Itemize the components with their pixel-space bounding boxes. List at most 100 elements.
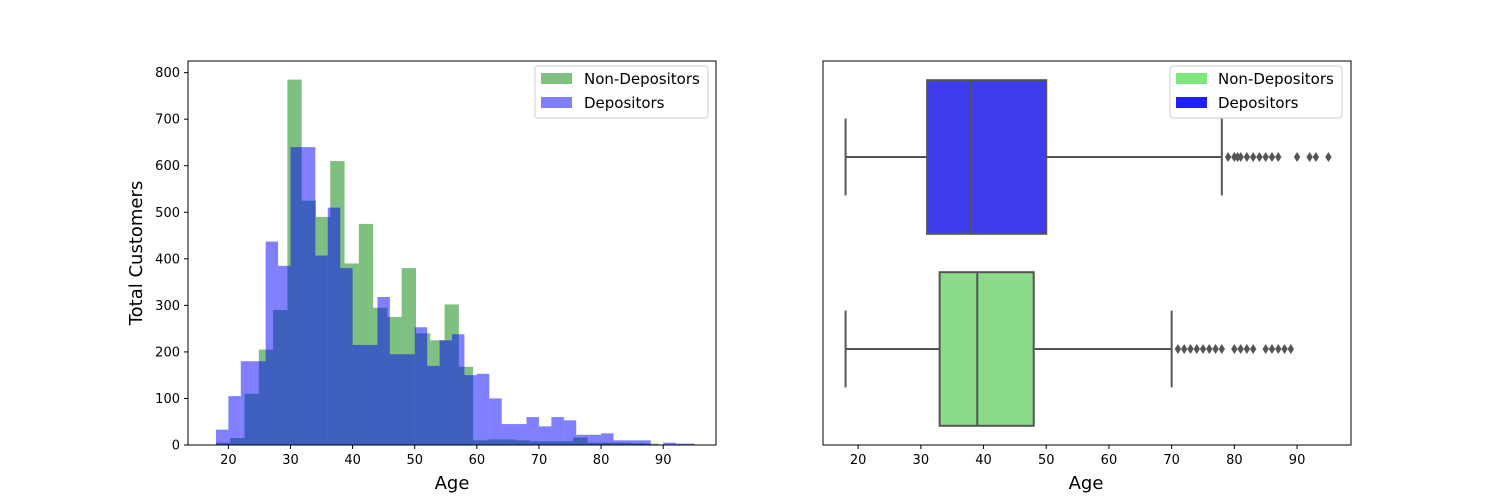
boxplot-legend-box — [1169, 65, 1343, 119]
boxplot-x-tick-label: 20 — [850, 453, 867, 468]
outlier-marker-non-depositors — [1193, 344, 1200, 354]
boxplot-axes-frame — [822, 60, 1352, 446]
histogram-x-tick-label: 40 — [344, 453, 361, 468]
histogram-axes-frame — [187, 60, 717, 446]
histogram-bar-depositors — [452, 334, 465, 445]
histogram-bar-depositors — [501, 424, 515, 445]
outlier-marker-non-depositors — [1187, 344, 1194, 354]
outlier-marker-non-depositors — [1262, 344, 1269, 354]
outlier-marker-non-depositors — [1206, 344, 1213, 354]
histogram-y-tick-label: 100 — [155, 392, 180, 407]
histogram-y-tick-label: 800 — [155, 66, 180, 81]
outlier-marker-depositors — [1224, 152, 1232, 162]
histogram-bar-depositors — [551, 417, 564, 445]
histogram-bar-depositors — [663, 442, 676, 445]
histogram-bar-depositors — [253, 361, 266, 445]
histogram-bar-depositors — [402, 354, 415, 445]
legend-label-non-depositors: Non-Depositors — [584, 70, 700, 88]
outlier-marker-non-depositors — [1231, 344, 1238, 354]
outlier-marker-depositors — [1243, 152, 1251, 162]
histogram-bar-depositors — [302, 147, 316, 446]
histogram-y-ticks: 0 100 200 300 400 500 600 700 800 — [155, 66, 188, 454]
outlier-marker-depositors — [1256, 152, 1263, 162]
histogram-bar-depositors — [352, 344, 366, 445]
outlier-marker-depositors — [1268, 152, 1276, 162]
legend-swatch-non-depositors — [1176, 73, 1207, 84]
outlier-marker-non-depositors — [1243, 344, 1251, 354]
outlier-marker-non-depositors — [1275, 344, 1282, 354]
histogram-bar-depositors — [278, 265, 291, 445]
histogram-bar-depositors — [215, 429, 229, 445]
histogram-x-tick-label: 80 — [593, 453, 610, 468]
histogram-y-tick-label: 600 — [155, 159, 180, 174]
histogram-bar-depositors — [389, 354, 403, 445]
outlier-marker-non-depositors — [1249, 344, 1257, 354]
histogram-y-tick-label: 500 — [155, 206, 180, 221]
histogram-bar-depositors — [675, 443, 689, 445]
outlier-marker-depositors — [1262, 152, 1269, 162]
histogram-x-tick-label: 30 — [282, 453, 299, 468]
histogram-bar-depositors — [588, 434, 602, 445]
histogram-x-tick-label: 50 — [406, 453, 423, 468]
histogram-y-tick-label: 0 — [172, 439, 180, 454]
histogram-y-tick-label: 300 — [155, 299, 180, 314]
histogram-x-tick-label: 60 — [469, 453, 486, 468]
legend-label-non-depositors: Non-Depositors — [1218, 70, 1334, 88]
histogram-bar-depositors — [625, 440, 639, 445]
outlier-marker-depositors — [1237, 152, 1244, 162]
outlier-marker-non-depositors — [1212, 344, 1219, 354]
legend-label-depositors: Depositors — [584, 94, 665, 112]
histogram-bar-depositors — [601, 433, 614, 445]
legend-label-depositors: Depositors — [1218, 94, 1299, 112]
boxplot-x-tick-label: 40 — [975, 453, 992, 468]
histogram-bar-depositors — [265, 241, 279, 445]
outlier-marker-non-depositors — [1281, 344, 1288, 354]
boxplot-x-tick-label: 90 — [1289, 453, 1306, 468]
histogram-bar-depositors — [414, 327, 428, 445]
histogram-bar-depositors — [377, 296, 390, 445]
outlier-marker-non-depositors — [1287, 344, 1295, 354]
histogram-x-ticks: 20 30 40 50 60 70 80 90 — [220, 445, 671, 468]
boxplot-x-axis-label: Age — [1069, 473, 1104, 494]
boxplot-legend: Non-Depositors Depositors — [1169, 65, 1343, 119]
histogram-bar-depositors — [340, 268, 353, 445]
boxplot-x-tick-label: 30 — [913, 453, 930, 468]
histogram-bar-depositors — [476, 373, 490, 445]
histogram-bar-non-depositors — [644, 443, 659, 445]
boxplot-marks — [844, 79, 1332, 427]
outlier-marker-depositors — [1293, 152, 1301, 162]
histogram-y-tick-label: 700 — [155, 113, 180, 128]
histogram-legend-box — [534, 65, 709, 119]
outlier-marker-non-depositors — [1199, 344, 1207, 354]
legend-swatch-depositors — [541, 97, 572, 108]
histogram-bar-depositors — [638, 440, 651, 445]
histogram-bar-depositors — [464, 375, 477, 445]
histogram-x-tick-label: 20 — [220, 453, 237, 468]
histogram-x-axis-label: Age — [435, 473, 470, 494]
histogram-bar-depositors — [514, 424, 527, 445]
box-depositors — [926, 79, 1048, 235]
histogram-bar-depositors — [290, 147, 303, 446]
histogram-bar-depositors — [327, 207, 341, 445]
boxplot-panel: 20 30 40 50 60 70 80 90 Age Non-Depositors Depo… — [822, 60, 1352, 494]
histogram-bar-depositors — [688, 443, 695, 445]
legend-swatch-depositors — [1176, 97, 1207, 108]
boxplot-x-tick-label: 70 — [1163, 453, 1180, 468]
histogram-bar-depositors — [439, 340, 452, 445]
histogram-bar-depositors — [576, 434, 589, 445]
histogram-x-tick-label: 90 — [655, 453, 672, 468]
outlier-marker-depositors — [1275, 152, 1282, 162]
boxplot-x-ticks: 20 30 40 50 60 70 80 90 — [850, 445, 1306, 468]
histogram-bar-depositors — [526, 417, 539, 445]
outlier-marker-depositors — [1249, 152, 1257, 162]
histogram-bar-depositors — [538, 426, 552, 445]
histogram-x-tick-label: 70 — [531, 453, 548, 468]
histogram-bar-depositors — [613, 440, 626, 445]
histogram-bar-depositors — [563, 420, 577, 445]
outlier-marker-non-depositors — [1237, 344, 1244, 354]
outlier-marker-depositors — [1325, 152, 1332, 162]
histogram-bar-depositors — [240, 361, 254, 445]
outlier-marker-depositors — [1312, 152, 1320, 162]
histogram-bar-depositors — [489, 398, 502, 445]
boxplot-x-tick-label: 80 — [1226, 453, 1243, 468]
